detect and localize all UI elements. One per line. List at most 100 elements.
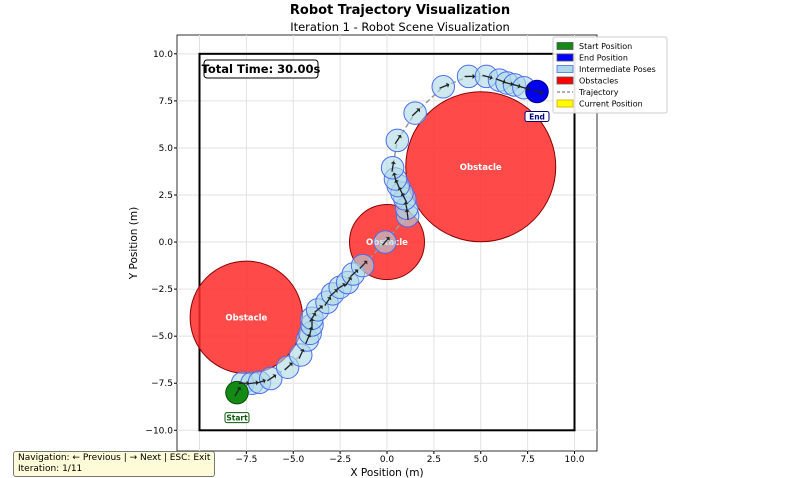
y-tick-label: 2.5 [159, 191, 173, 201]
arrow-head [272, 374, 277, 379]
legend-label: End Position [579, 54, 628, 63]
heading-arrow [267, 375, 275, 382]
heading-arrow [406, 211, 409, 220]
heading-arrow [495, 78, 504, 83]
heading-arrow [405, 204, 409, 213]
heading-arrow [411, 109, 419, 117]
arrow-head [326, 296, 332, 301]
heading-arrow [234, 388, 240, 397]
heading-arrow [305, 336, 310, 344]
arrow-head [319, 305, 323, 310]
heading-arrow [255, 380, 264, 385]
total-time-box [203, 59, 319, 79]
heading-arrow [359, 262, 366, 269]
boundary [198, 52, 576, 432]
arrow-head [390, 161, 396, 165]
y-axis-label: Y Position (m) [128, 207, 140, 280]
arrow-head [354, 269, 359, 274]
arrow-head [236, 386, 242, 391]
arrow-head [391, 172, 398, 176]
end-label: End [529, 112, 545, 121]
heading-arrow [439, 84, 448, 89]
heading-arrow [329, 290, 337, 297]
x-tick-label: −5.0 [282, 455, 304, 465]
legend-swatch [556, 76, 574, 85]
y-tick-label: 10.0 [153, 50, 173, 60]
x-tick-label: 5.0 [474, 455, 489, 465]
heading-arrow [349, 270, 357, 278]
heading-arrow [284, 364, 291, 371]
arrow-head [308, 326, 314, 331]
x-tick-label: 7.5 [520, 455, 534, 465]
x-tick-label: 2.5 [427, 455, 441, 465]
arrow-head [540, 90, 544, 96]
heading-arrow [532, 89, 542, 94]
obstacle-label: Obstacle [460, 163, 502, 173]
y-tick-label: 0.0 [159, 238, 174, 248]
navigation-help: Navigation: ← Previous | → Next | ESC: E… [13, 451, 216, 477]
heading-arrow [399, 189, 405, 197]
x-axis-label: X Position (m) [350, 467, 423, 478]
iteration-text: Iteration: 1/11 [18, 464, 83, 474]
arrow-head [403, 201, 409, 205]
heading-arrow [502, 81, 512, 85]
heading-arrow [510, 83, 519, 87]
x-tick-label: −2.5 [329, 455, 351, 465]
legend [552, 36, 668, 114]
heading-arrow [324, 298, 330, 306]
heading-arrow [394, 136, 401, 145]
legend-label: Obstacles [579, 77, 618, 86]
navigation-text: Navigation: ← Previous | → Next | ESC: E… [18, 453, 211, 463]
heading-arrow [308, 329, 312, 338]
heading-arrow [382, 238, 389, 246]
heading-arrow [247, 382, 257, 385]
arrow-head [445, 82, 450, 88]
obstacle-label: Obstacle [225, 313, 267, 323]
start-label-box [224, 412, 250, 424]
arrow-head [416, 108, 420, 113]
heading-arrow [344, 278, 351, 287]
arrow-head [489, 74, 493, 81]
end-label-box [524, 110, 550, 122]
arrow-head [246, 380, 250, 386]
arrow-head [363, 260, 368, 265]
y-tick-label: 5.0 [159, 144, 174, 154]
y-tick-label: −2.5 [151, 285, 173, 295]
legend-swatch [556, 53, 574, 62]
arrow-head [517, 83, 521, 89]
arrow-head [262, 378, 266, 384]
heading-arrow [393, 174, 398, 184]
start-label: Start [226, 414, 248, 423]
arrow-head [526, 86, 531, 92]
legend-swatch [556, 99, 574, 108]
y-tick-label: −10.0 [145, 426, 173, 436]
heading-arrow [309, 314, 315, 322]
heading-arrow [391, 163, 394, 172]
x-tick-label: 0.0 [380, 455, 395, 465]
arrow-head [397, 134, 402, 139]
legend-label: Current Position [579, 100, 643, 109]
heading-arrow [396, 181, 401, 190]
total-time-label: Total Time: 30.00s [202, 62, 321, 76]
heading-arrow [298, 351, 303, 359]
arrow-head [385, 236, 390, 241]
arrow-head [347, 276, 353, 281]
x-tick-label: 10.0 [564, 455, 584, 465]
y-tick-label: −5.0 [151, 332, 173, 342]
legend-label: Trajectory [578, 88, 619, 97]
legend-swatch [556, 65, 574, 73]
heading-arrow [482, 74, 491, 79]
arrow-head [311, 312, 317, 317]
y-tick-label: 7.5 [159, 97, 173, 107]
obstacle [405, 91, 557, 243]
heading-arrow [519, 85, 528, 90]
legend-swatch [556, 42, 574, 50]
arrow-head [288, 362, 293, 367]
chart-subtitle: Iteration 1 - Robot Scene Visualization [290, 20, 510, 34]
chart-title: Robot Trajectory Visualization [290, 3, 510, 18]
legend-label: Start Position [579, 42, 632, 51]
x-tick-label: −7.5 [235, 455, 257, 465]
heading-arrow [314, 306, 322, 313]
